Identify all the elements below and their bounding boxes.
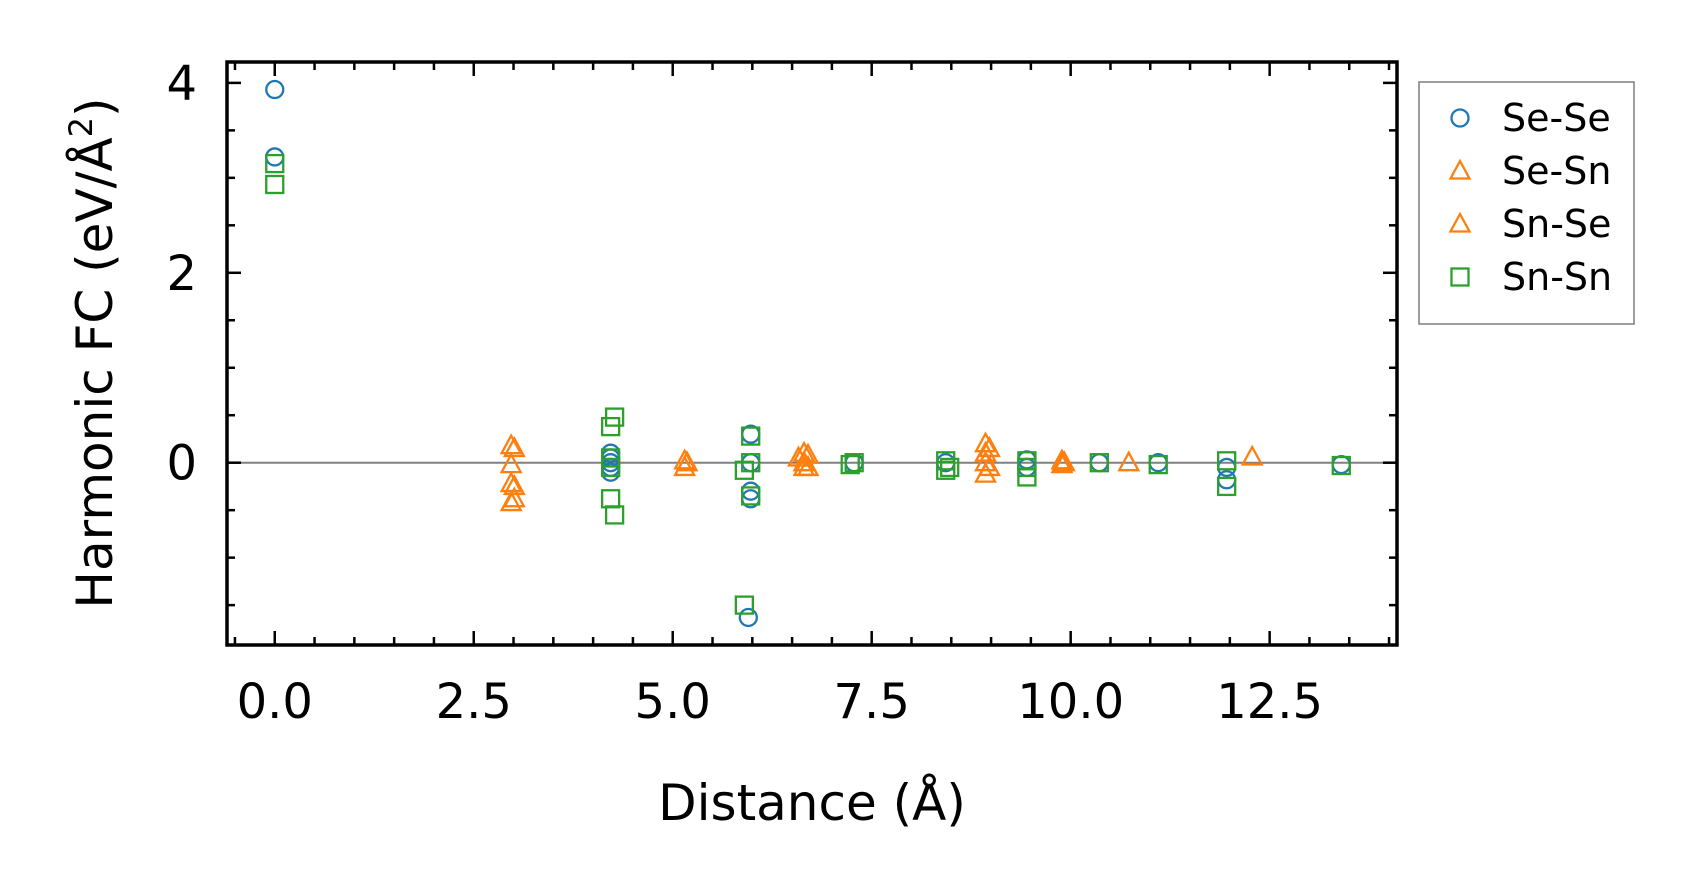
x-tick-label: 7.5 — [834, 674, 910, 730]
data-point — [675, 450, 699, 472]
legend-marker — [1448, 158, 1472, 180]
data-point — [1240, 444, 1264, 466]
x-tick-label: 10.0 — [1017, 674, 1124, 730]
data-point — [600, 457, 621, 478]
data-point — [974, 440, 997, 462]
plot-frame — [225, 60, 1399, 647]
data-point — [974, 450, 997, 472]
legend: Se-Se Se-Sn Sn-Se Sn-Sn — [1418, 81, 1635, 325]
series-sn-sn — [265, 153, 1351, 615]
data-point — [734, 595, 754, 615]
data-point — [1017, 467, 1037, 487]
legend-label: Se-Sn — [1502, 149, 1611, 193]
data-point — [796, 442, 820, 464]
legend-entry-se-se: Se-Se — [1450, 96, 1611, 140]
series-se-se — [265, 79, 1351, 628]
data-point — [600, 416, 621, 437]
data-point — [738, 607, 758, 628]
data-point — [796, 455, 820, 477]
data-point — [673, 448, 697, 470]
y-tick-label: 2 — [166, 246, 197, 302]
data-point — [840, 454, 860, 475]
x-tick-label: 0.0 — [237, 674, 313, 730]
y-axis-label-superscript: 2 — [62, 117, 100, 137]
legend-marker — [1450, 108, 1470, 128]
data-point — [1331, 454, 1351, 475]
data-point — [265, 79, 285, 100]
data-point — [1148, 454, 1168, 475]
data-point — [787, 445, 810, 467]
legend-label: Se-Se — [1502, 96, 1611, 140]
y-axis-label-close: ) — [66, 97, 124, 117]
tick-labels: 0.0 2.5 5.0 7.5 10.0 12.5 0 2 4 — [166, 56, 1323, 730]
plot-marks — [227, 79, 1397, 628]
data-point — [265, 174, 285, 195]
legend-box — [1418, 81, 1635, 325]
legend-entries: Se-Se Se-Sn Sn-Se Sn-Sn — [1448, 96, 1612, 299]
data-point — [265, 147, 285, 167]
data-point — [741, 486, 761, 506]
legend-label: Sn-Sn — [1502, 255, 1612, 299]
data-point — [940, 457, 960, 478]
data-point — [502, 436, 526, 458]
legend-label: Sn-Se — [1502, 202, 1611, 246]
data-point — [1052, 450, 1076, 472]
y-axis-label-main: Harmonic FC (eV/Å — [66, 137, 124, 608]
y-tick-label: 0 — [166, 436, 197, 492]
data-point — [741, 453, 761, 473]
data-point — [604, 505, 625, 525]
data-point — [1050, 452, 1074, 474]
data-point — [502, 474, 526, 496]
data-point — [1217, 470, 1237, 490]
data-point — [1089, 453, 1109, 473]
data-point — [600, 489, 621, 509]
axis-ticks — [227, 62, 1397, 645]
data-point — [844, 453, 864, 473]
x-tick-label: 5.0 — [635, 674, 711, 730]
data-point — [978, 455, 1001, 477]
legend-marker — [1450, 267, 1470, 287]
data-point — [792, 440, 816, 462]
data-point — [1117, 450, 1141, 472]
legend-entry-sn-sn: Sn-Sn — [1450, 255, 1612, 299]
data-point — [1217, 451, 1237, 471]
x-axis-label: Distance (Å) — [658, 774, 966, 832]
x-tick-label: 2.5 — [436, 674, 512, 730]
y-axis-label: Harmonic FC (eV/Å2) — [62, 97, 124, 608]
legend-entry-sn-se: Sn-Se — [1448, 202, 1611, 246]
data-point — [741, 426, 761, 446]
data-point — [265, 153, 285, 174]
data-point — [502, 486, 526, 508]
x-tick-label: 12.5 — [1216, 674, 1323, 730]
legend-entry-se-sn: Se-Sn — [1448, 149, 1611, 193]
y-tick-label: 4 — [166, 56, 197, 112]
data-point — [1050, 448, 1074, 470]
data-point — [1331, 455, 1351, 476]
series-sn-se — [502, 436, 1076, 508]
legend-marker — [1448, 211, 1472, 233]
data-point — [1217, 476, 1237, 497]
data-point — [936, 460, 956, 480]
